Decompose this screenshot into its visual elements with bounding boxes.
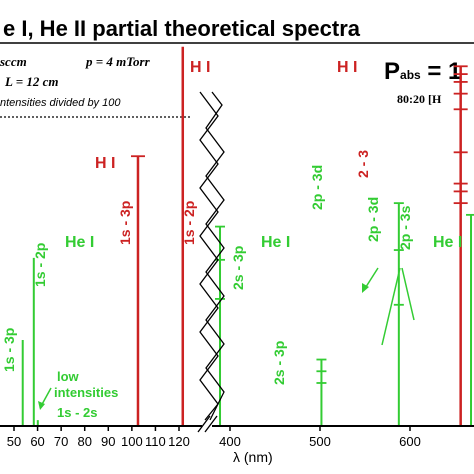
transition-2-3: 2 - 3 [355,150,371,178]
x-tick-label-1: 60 [30,434,44,449]
transition-1s3p-he: 1s - 3p [1,328,17,372]
x-tick-label-6: 110 [145,434,166,449]
chart-title: e I, He II partial theoretical spectra [3,16,361,41]
flow-label: sccm [0,54,27,69]
hei-label-mid: He I [261,234,290,251]
transition-2s3p: 2s - 3p [230,246,246,290]
arrow-2p3s-b [401,267,415,321]
transition-2s3p-b: 2s - 3p [271,341,287,385]
hi-label-right: H I [337,59,357,76]
transition-2p3d: 2p - 3d [309,165,325,210]
x-tick-label-4: 90 [101,434,115,449]
low-arrow-head [38,401,45,410]
transition-2p3s: 2p - 3s [397,205,413,250]
x-axis-label: λ (nm) [233,449,273,465]
spectral-lines [21,46,474,426]
transition-1s2p-he: 1s - 2p [32,243,48,287]
length-label: L = 12 cm [4,74,59,89]
arrow-2p3d-head [362,283,369,293]
hei-label-left: He I [65,234,94,251]
x-ticks: 5060708090100110120400500600700800 [7,426,421,449]
x-tick-label-9: 500 [309,434,331,449]
x-tick-label-5: 100 [121,434,143,449]
arrow-2p3s-a [381,267,401,346]
x-tick-label-8: 400 [219,434,241,449]
intensity-note: ntensities divided by 100 [0,97,121,109]
hi-label-mid: H I [190,59,210,76]
pabs-label: Pabs = 1 [384,58,461,85]
mixture-label: 80:20 [H [397,92,442,106]
hei-label-right: He I [433,234,462,251]
low-label: low [57,369,80,384]
axis-break [197,91,225,433]
intensities-label: intensities [54,385,118,400]
x-tick-label-3: 80 [77,434,91,449]
hi-label-left: H I [95,155,115,172]
x-tick-label-10: 600 [399,434,421,449]
x-tick-label-2: 70 [54,434,68,449]
transition-1s2p-h: 1s - 2p [181,201,197,245]
transition-1s2s: 1s - 2s [57,405,97,420]
pressure-label: p = 4 mTorr [85,54,151,69]
x-tick-label-0: 50 [7,434,21,449]
x-tick-label-7: 120 [168,434,190,449]
transition-1s3p-h: 1s - 3p [117,201,133,245]
transition-2p3d-b: 2p - 3d [365,197,381,242]
